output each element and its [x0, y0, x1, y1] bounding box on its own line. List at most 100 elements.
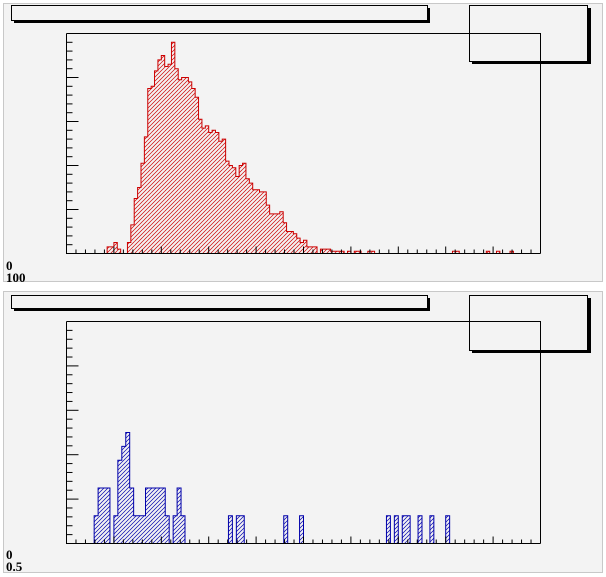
histogram-bar: [140, 163, 145, 254]
histogram-bar: [161, 488, 166, 544]
x-axis-top: [66, 246, 541, 254]
histogram-bar: [144, 136, 148, 254]
histogram-bar: [240, 515, 245, 544]
plot-frame-bottom: [66, 321, 541, 544]
histogram-bar: [371, 251, 375, 254]
histogram-bar: [276, 213, 280, 254]
histogram-bar: [496, 251, 500, 254]
histogram-bar: [445, 515, 450, 544]
histogram-bar: [273, 213, 277, 254]
histogram-bar: [185, 77, 189, 254]
histogram-bar: [195, 97, 199, 254]
histogram-bar: [306, 246, 311, 254]
histogram-bar: [299, 515, 304, 544]
histogram-bar: [455, 251, 460, 254]
histogram-bar: [313, 246, 318, 254]
histogram-bar: [107, 246, 111, 254]
histogram-bar: [106, 488, 110, 544]
histogram-bar: [429, 515, 434, 544]
y-axis-top: [66, 33, 79, 254]
pad-bottom: 0 0.5: [3, 291, 603, 574]
histogram-bar: [125, 432, 130, 544]
histogram-bar: [127, 242, 131, 254]
y-axis-bottom: [66, 321, 79, 544]
histogram-bar: [300, 242, 304, 254]
title-box-bottom: [11, 295, 428, 309]
histogram-bar: [149, 488, 154, 544]
histogram-bar: [327, 249, 331, 254]
y-tick-label-bottom-min: 0: [6, 547, 13, 562]
histogram-bar: [245, 178, 250, 254]
histogram-bar: [256, 189, 260, 254]
histogram-bar: [168, 64, 172, 254]
histogram-bar: [283, 222, 287, 254]
histogram-bar: [113, 515, 118, 544]
histogram-bar: [486, 251, 490, 254]
histogram-bar: [191, 88, 196, 254]
histogram-bar: [239, 165, 243, 254]
stats-box-bottom: [469, 295, 588, 351]
histogram-bar: [218, 141, 223, 254]
histogram-bar: [242, 163, 246, 254]
histogram-bar: [269, 213, 274, 254]
histogram-bar: [225, 161, 230, 254]
histogram-bar: [452, 251, 456, 254]
histogram-bar: [232, 167, 236, 254]
histogram-bar: [347, 251, 351, 254]
histogram-bar: [121, 446, 126, 544]
histogram-bar: [137, 187, 142, 254]
histogram-bar: [171, 42, 175, 254]
histogram-bar: [418, 515, 423, 544]
histogram-bar: [235, 176, 240, 254]
histogram-bar: [286, 231, 291, 254]
histogram-bar: [98, 488, 103, 544]
histogram-bar: [337, 251, 341, 254]
histogram-bar: [406, 515, 411, 544]
histogram-bar: [117, 460, 122, 544]
histogram-bar: [178, 79, 182, 254]
histogram-top: [66, 33, 541, 254]
histogram-bar: [394, 515, 399, 544]
histogram-bar: [283, 515, 288, 544]
histogram-bar: [310, 246, 314, 254]
histogram-bar: [181, 77, 186, 254]
histogram-bar: [173, 515, 178, 544]
histogram-bar: [266, 205, 270, 254]
histogram-bar: [102, 488, 107, 544]
histogram-bar: [402, 515, 407, 544]
histogram-bar: [293, 233, 297, 254]
histogram-bar: [249, 183, 253, 254]
histogram-bar: [174, 68, 179, 254]
histogram-bar: [181, 515, 186, 544]
histogram-bar: [94, 515, 99, 544]
histogram-bar: [279, 211, 284, 254]
histogram-bar: [323, 249, 328, 254]
histogram-bar: [157, 488, 162, 544]
histogram-bar: [296, 238, 301, 254]
histogram-bar: [117, 249, 121, 254]
histogram-bar: [228, 515, 233, 544]
title-box-top: [11, 5, 428, 21]
histogram-bar: [212, 130, 216, 254]
histogram-bar: [110, 246, 114, 254]
histogram-bar: [252, 189, 257, 254]
histogram-bar: [215, 132, 219, 254]
histogram-bar: [201, 128, 206, 254]
histogram-bar: [205, 125, 209, 254]
y-tick-label-bottom-max: 0.5: [6, 559, 23, 574]
histogram-bar: [164, 66, 169, 254]
histogram-bar: [137, 515, 142, 544]
histogram-bar: [229, 165, 233, 254]
pad-top: 0 100: [3, 3, 603, 285]
histogram-bar: [222, 139, 226, 254]
histogram-bar: [386, 515, 391, 544]
histogram-bar: [165, 515, 170, 544]
histogram-bar: [236, 515, 241, 544]
histogram-bar: [147, 88, 152, 254]
histogram-bar: [161, 55, 165, 254]
histogram-bar: [133, 515, 138, 544]
histogram-bar: [188, 81, 192, 254]
histogram-bar: [208, 132, 213, 254]
histogram-bar: [262, 191, 267, 254]
